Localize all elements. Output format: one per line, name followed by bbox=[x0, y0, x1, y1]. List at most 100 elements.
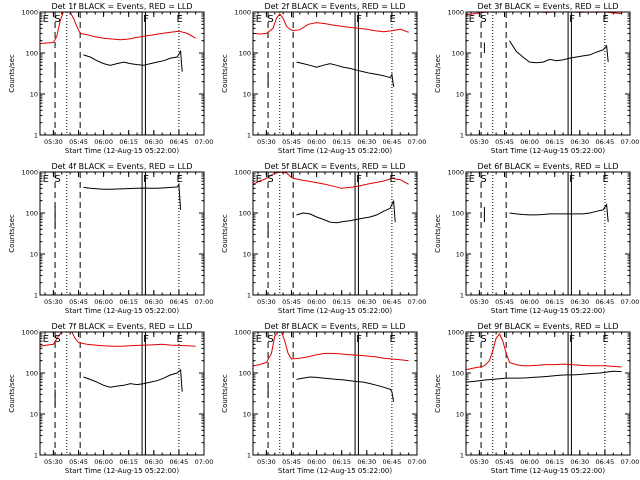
x-axis-label: Start Time (12-Aug-15 05:22:00) bbox=[65, 147, 179, 155]
axes-frame bbox=[39, 331, 205, 456]
y-tick-label: 100 bbox=[452, 370, 464, 378]
flag-label: F bbox=[356, 174, 362, 185]
y-tick-label: 1000 bbox=[21, 169, 38, 177]
x-tick-label: 06:15 bbox=[332, 458, 351, 466]
x-tick-label: 06:00 bbox=[307, 458, 326, 466]
flag-label: E bbox=[390, 14, 396, 25]
series-line-lld bbox=[40, 12, 196, 45]
y-tick-label: 1 bbox=[460, 292, 464, 300]
y-tick-label: 10 bbox=[30, 251, 38, 259]
x-tick-label: 05:30 bbox=[470, 138, 489, 146]
panel-title: Det 1f BLACK = Events, RED = LLD bbox=[51, 2, 192, 11]
flag-label: E bbox=[390, 334, 396, 345]
series-line-events bbox=[509, 40, 609, 64]
flag-label: S bbox=[54, 174, 60, 185]
flag-label: E bbox=[469, 14, 475, 25]
x-tick-label: 06:45 bbox=[596, 298, 615, 306]
y-tick-label: 10 bbox=[456, 251, 464, 259]
flag-label: S bbox=[54, 14, 60, 25]
x-tick-label: 05:45 bbox=[282, 138, 301, 146]
flag-label: E bbox=[469, 174, 475, 185]
x-tick-label: 06:30 bbox=[357, 138, 376, 146]
x-tick-label: 06:45 bbox=[170, 138, 189, 146]
x-tick-label: 06:00 bbox=[520, 138, 539, 146]
axes-frame bbox=[252, 11, 418, 136]
y-axis-label: Counts/sec bbox=[221, 374, 229, 413]
y-tick-label: 10 bbox=[243, 411, 251, 419]
x-tick-label: 05:45 bbox=[282, 298, 301, 306]
y-tick-label: 1000 bbox=[21, 9, 38, 17]
panel-title: Det 2f BLACK = Events, RED = LLD bbox=[264, 2, 405, 11]
flag-label: F bbox=[143, 174, 149, 185]
y-tick-label: 1000 bbox=[234, 9, 251, 17]
panel-title: Det 7f BLACK = Events, RED = LLD bbox=[51, 322, 192, 331]
panel-title: Det 4f BLACK = Events, RED = LLD bbox=[51, 162, 192, 171]
y-axis-label: Counts/sec bbox=[8, 214, 16, 253]
x-tick-label: 06:45 bbox=[383, 298, 402, 306]
y-tick-label: 10 bbox=[30, 411, 38, 419]
axes-frame bbox=[465, 11, 631, 136]
flag-label: E bbox=[603, 14, 609, 25]
x-tick-label: 05:45 bbox=[495, 298, 514, 306]
y-tick-label: 100 bbox=[239, 210, 251, 218]
flag-label: E bbox=[177, 174, 183, 185]
y-tick-label: 1 bbox=[247, 132, 251, 140]
flag-label: S bbox=[480, 334, 486, 345]
flag-label: S bbox=[267, 334, 273, 345]
y-axis-label: Counts/sec bbox=[221, 54, 229, 93]
axes-frame bbox=[252, 171, 418, 296]
series-line-events bbox=[83, 368, 183, 392]
y-axis-label: Counts/sec bbox=[434, 54, 442, 93]
x-tick-label: 05:30 bbox=[470, 298, 489, 306]
x-tick-label: 05:30 bbox=[470, 458, 489, 466]
flag-label: E bbox=[256, 334, 262, 345]
flag-label: S bbox=[480, 174, 486, 185]
x-tick-label: 06:30 bbox=[357, 458, 376, 466]
series-line-lld bbox=[466, 332, 622, 371]
x-axis-label: Start Time (12-Aug-15 05:22:00) bbox=[491, 307, 605, 315]
axes-frame bbox=[39, 11, 205, 136]
x-tick-label: 06:15 bbox=[545, 138, 564, 146]
flag-label: E bbox=[256, 14, 262, 25]
flag-label: E bbox=[469, 334, 475, 345]
series-line-lld bbox=[253, 172, 409, 189]
flag-label: F bbox=[356, 14, 362, 25]
flag-label: E bbox=[603, 334, 609, 345]
series-line-events bbox=[296, 200, 396, 224]
y-tick-label: 100 bbox=[452, 210, 464, 218]
panel-title: Det 9f BLACK = Events, RED = LLD bbox=[477, 322, 618, 331]
x-tick-label: 05:45 bbox=[69, 298, 88, 306]
x-axis-label: Start Time (12-Aug-15 05:22:00) bbox=[491, 467, 605, 475]
x-tick-label: 06:00 bbox=[94, 298, 113, 306]
x-tick-label: 07:00 bbox=[621, 138, 640, 146]
x-tick-label: 06:15 bbox=[545, 458, 564, 466]
x-tick-label: 05:45 bbox=[495, 138, 514, 146]
y-tick-label: 100 bbox=[26, 50, 38, 58]
x-tick-label: 06:15 bbox=[119, 298, 138, 306]
series-line-events bbox=[83, 49, 183, 72]
x-tick-label: 06:15 bbox=[332, 298, 351, 306]
x-axis-label: Start Time (12-Aug-15 05:22:00) bbox=[278, 307, 392, 315]
flag-label: E bbox=[43, 14, 49, 25]
x-axis-label: Start Time (12-Aug-15 05:22:00) bbox=[278, 147, 392, 155]
series-line-lld bbox=[253, 13, 409, 35]
x-tick-label: 06:15 bbox=[119, 458, 138, 466]
x-tick-label: 05:45 bbox=[69, 138, 88, 146]
x-axis-label: Start Time (12-Aug-15 05:22:00) bbox=[65, 467, 179, 475]
x-tick-label: 06:15 bbox=[119, 138, 138, 146]
x-tick-label: 06:45 bbox=[596, 138, 615, 146]
y-axis-label: Counts/sec bbox=[434, 214, 442, 253]
x-tick-label: 06:15 bbox=[332, 138, 351, 146]
flag-label: F bbox=[356, 334, 362, 345]
x-tick-label: 06:30 bbox=[570, 458, 589, 466]
x-tick-label: 06:30 bbox=[144, 138, 163, 146]
flag-label: S bbox=[267, 174, 273, 185]
x-tick-label: 06:45 bbox=[383, 138, 402, 146]
x-tick-label: 07:00 bbox=[195, 138, 214, 146]
x-tick-label: 07:00 bbox=[408, 138, 427, 146]
x-tick-label: 05:30 bbox=[44, 298, 63, 306]
series-line-lld bbox=[40, 332, 196, 347]
